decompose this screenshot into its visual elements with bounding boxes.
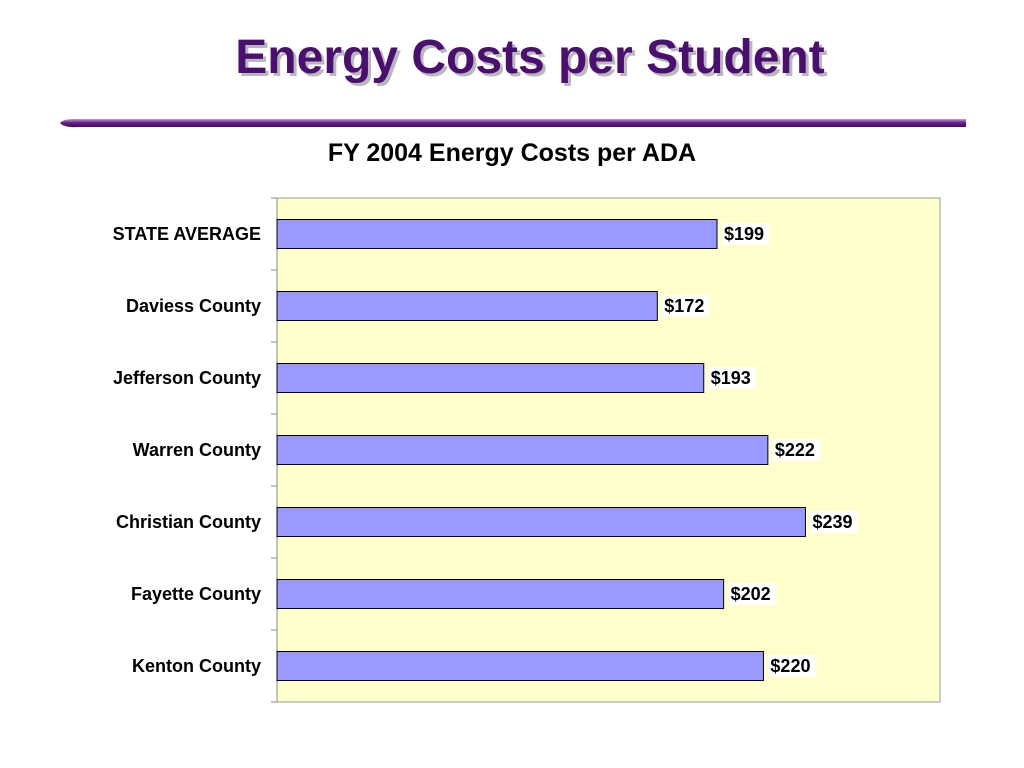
category-label: Christian County <box>116 512 261 532</box>
value-label-background <box>768 655 816 677</box>
chart-title: FY 2004 Energy Costs per ADA <box>327 139 697 167</box>
value-label-background <box>728 583 776 605</box>
title-underline-rule <box>60 118 966 128</box>
slide-title: Energy Costs per Student <box>235 31 825 84</box>
value-label-background <box>772 439 820 461</box>
category-label: Daviess County <box>126 296 261 316</box>
bar <box>276 291 658 321</box>
category-labels: STATE AVERAGE Daviess County Jefferson Cou… <box>113 224 261 676</box>
category-ticks <box>271 197 277 703</box>
category-label: Warren County <box>133 440 261 460</box>
bar <box>276 363 705 393</box>
value-label: $222 <box>775 440 815 460</box>
value-label: $202 <box>731 584 771 604</box>
bar <box>276 219 718 249</box>
value-label-background <box>662 295 710 317</box>
value-label-background <box>722 223 769 245</box>
category-label: Kenton County <box>132 656 261 676</box>
value-labels: $199 $172 $193 $222 $239 $202 $220 <box>662 223 858 677</box>
bar <box>276 435 769 465</box>
value-label: $199 <box>724 224 764 244</box>
category-label: Jefferson County <box>113 368 261 388</box>
bar <box>276 507 806 537</box>
bar <box>276 651 764 681</box>
value-label-background <box>810 511 858 533</box>
category-label: Fayette County <box>131 584 261 604</box>
value-label: $220 <box>770 656 810 676</box>
value-label: $239 <box>812 512 852 532</box>
bars <box>276 219 806 681</box>
category-label: STATE AVERAGE <box>113 224 261 244</box>
bar <box>276 579 725 609</box>
value-label: $172 <box>664 296 704 316</box>
value-label: $193 <box>711 368 751 388</box>
value-label-background <box>708 367 756 389</box>
